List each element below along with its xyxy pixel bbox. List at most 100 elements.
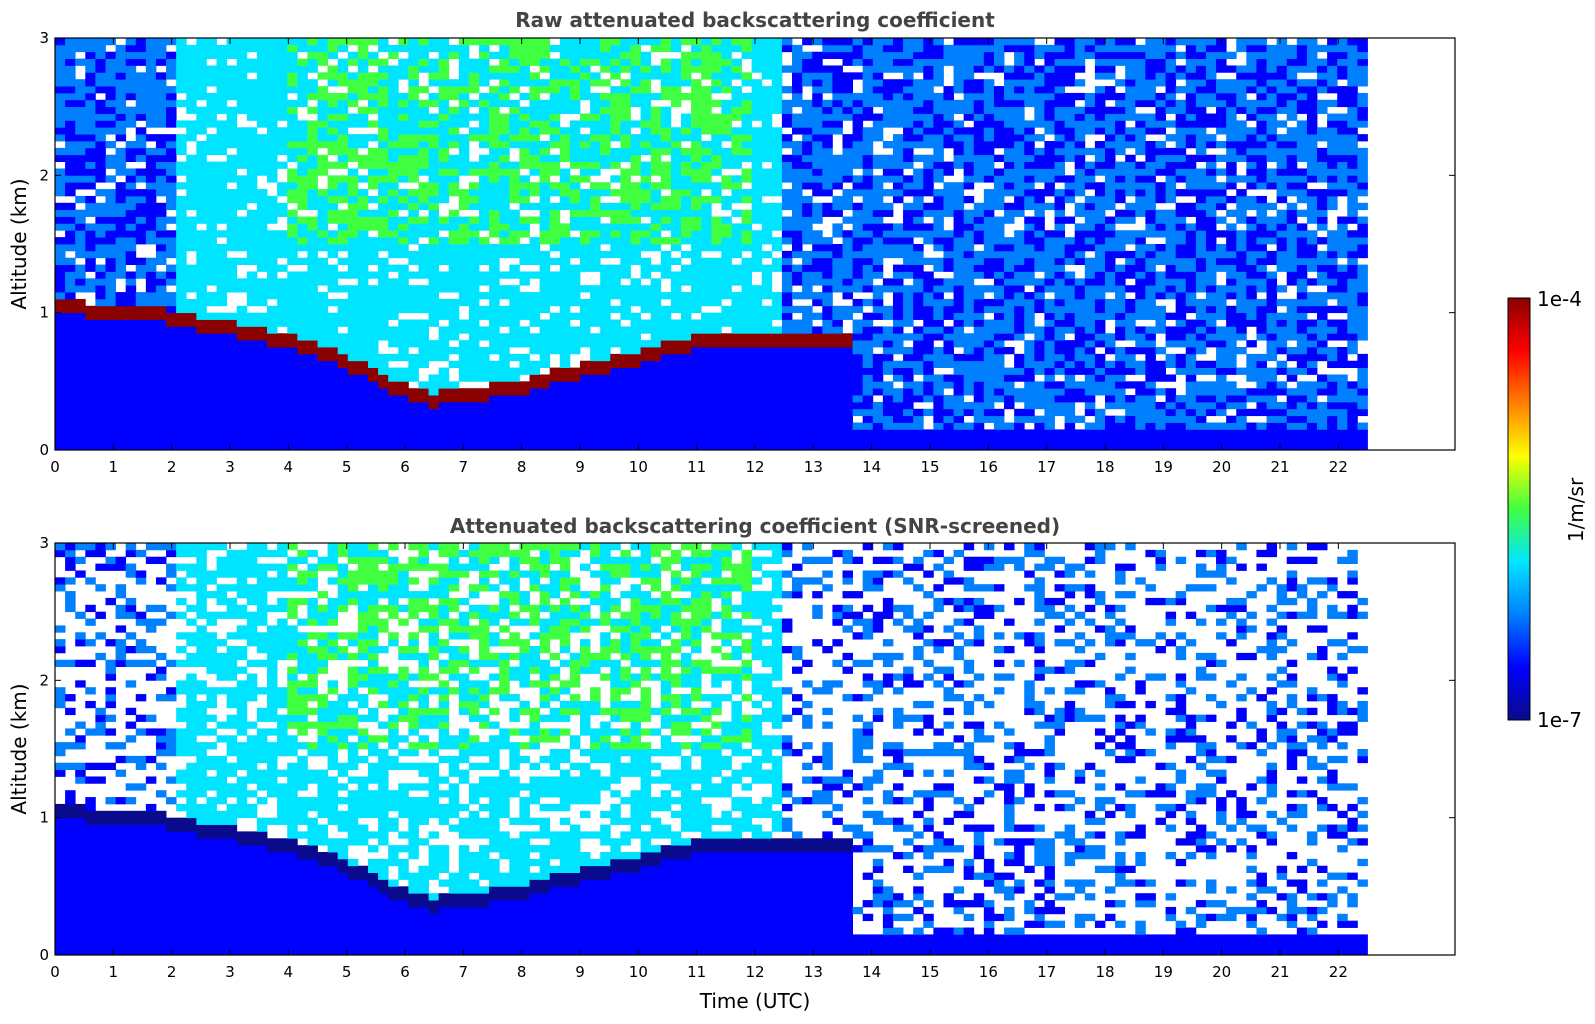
heatmap-cell bbox=[630, 250, 641, 259]
heatmap-cell bbox=[711, 79, 722, 87]
heatmap-cell bbox=[428, 202, 440, 211]
heatmap-cell bbox=[812, 182, 823, 190]
heatmap-cell bbox=[792, 230, 803, 238]
heatmap-cell bbox=[903, 58, 914, 66]
heatmap-cell bbox=[85, 134, 96, 142]
heatmap-cell bbox=[963, 340, 975, 348]
heatmap-cell bbox=[569, 340, 581, 348]
heatmap-cell bbox=[892, 326, 904, 334]
heatmap-cell bbox=[923, 92, 934, 101]
heatmap-cell bbox=[479, 237, 490, 245]
heatmap-cell bbox=[923, 353, 934, 362]
heatmap-cell bbox=[590, 38, 601, 46]
heatmap-cell bbox=[65, 360, 76, 368]
heatmap-cell bbox=[105, 388, 116, 396]
heatmap-cell bbox=[468, 202, 480, 211]
heatmap-cell bbox=[166, 271, 177, 279]
heatmap-cell bbox=[509, 230, 520, 238]
heatmap-cell bbox=[115, 415, 127, 423]
heatmap-cell bbox=[287, 285, 298, 293]
heatmap-cell bbox=[691, 202, 702, 211]
heatmap-cell bbox=[125, 333, 137, 341]
heatmap-cell bbox=[438, 72, 450, 80]
heatmap-cell bbox=[468, 72, 480, 80]
heatmap-cell bbox=[85, 86, 96, 94]
heatmap-cell bbox=[933, 175, 944, 183]
heatmap-cell bbox=[448, 422, 460, 430]
heatmap-cell bbox=[731, 113, 742, 121]
heatmap-cell bbox=[610, 278, 621, 286]
heatmap-cell bbox=[236, 333, 248, 341]
heatmap-cell bbox=[600, 189, 611, 197]
heatmap-cell bbox=[176, 58, 187, 66]
heatmap-cell bbox=[691, 58, 702, 66]
heatmap-cell bbox=[337, 92, 349, 101]
heatmap-cell bbox=[822, 189, 833, 197]
heatmap-cell bbox=[539, 395, 551, 403]
heatmap-cell bbox=[428, 429, 440, 437]
heatmap-cell bbox=[953, 223, 965, 231]
heatmap-cell bbox=[176, 415, 187, 423]
heatmap-cell bbox=[277, 189, 288, 197]
heatmap-cell bbox=[277, 58, 288, 66]
heatmap-cell bbox=[145, 134, 157, 142]
heatmap-cell bbox=[590, 395, 601, 403]
heatmap-cell bbox=[176, 429, 187, 437]
heatmap-cell bbox=[297, 367, 308, 375]
heatmap-cell bbox=[529, 38, 541, 46]
heatmap-cell bbox=[781, 395, 793, 403]
heatmap-cell bbox=[872, 353, 884, 362]
heatmap-cell bbox=[882, 86, 894, 94]
heatmap-cell bbox=[166, 189, 177, 197]
heatmap-cell bbox=[378, 223, 389, 231]
heatmap-cell bbox=[529, 360, 541, 368]
heatmap-cell bbox=[882, 223, 894, 231]
heatmap-cell bbox=[761, 141, 773, 149]
heatmap-cell bbox=[509, 436, 520, 444]
heatmap-cell bbox=[832, 429, 843, 437]
heatmap-cell bbox=[993, 202, 1005, 211]
heatmap-cell bbox=[489, 147, 500, 156]
heatmap-cell bbox=[327, 209, 339, 217]
heatmap-cell bbox=[428, 422, 440, 430]
heatmap-cell bbox=[267, 79, 278, 87]
heatmap-cell bbox=[701, 230, 712, 238]
heatmap-cell bbox=[256, 106, 268, 114]
heatmap-cell bbox=[741, 367, 753, 375]
heatmap-cell bbox=[993, 250, 1005, 259]
heatmap-cell bbox=[660, 367, 672, 375]
heatmap-cell bbox=[388, 312, 399, 320]
heatmap-cell bbox=[287, 408, 298, 417]
heatmap-cell bbox=[135, 168, 147, 176]
heatmap-cell bbox=[620, 381, 631, 389]
heatmap-cell bbox=[105, 360, 116, 368]
heatmap-cell bbox=[862, 401, 874, 410]
heatmap-cell bbox=[509, 353, 520, 362]
heatmap-cell bbox=[751, 285, 763, 293]
heatmap-cell bbox=[277, 278, 288, 286]
heatmap-cell bbox=[640, 443, 652, 450]
heatmap-cell bbox=[862, 250, 874, 259]
heatmap-cell bbox=[65, 216, 76, 224]
heatmap-cell bbox=[468, 38, 480, 46]
heatmap-cell bbox=[862, 278, 874, 286]
heatmap-cell bbox=[802, 250, 813, 259]
heatmap-cell bbox=[580, 319, 591, 327]
heatmap-cell bbox=[842, 189, 853, 197]
heatmap-cell bbox=[75, 271, 86, 279]
heatmap-cell bbox=[55, 127, 66, 135]
heatmap-cell bbox=[559, 271, 571, 279]
heatmap-cell bbox=[236, 182, 248, 190]
heatmap-cell bbox=[216, 367, 228, 375]
heatmap-cell bbox=[670, 92, 682, 101]
heatmap-cell bbox=[903, 250, 914, 259]
heatmap-cell bbox=[115, 264, 127, 272]
heatmap-cell bbox=[923, 319, 934, 327]
heatmap-cell bbox=[287, 120, 298, 128]
heatmap-cell bbox=[963, 92, 975, 101]
heatmap-cell bbox=[761, 38, 773, 46]
heatmap-cell bbox=[610, 285, 621, 293]
heatmap-cell bbox=[307, 298, 318, 307]
heatmap-cell bbox=[307, 312, 318, 320]
heatmap-cell bbox=[155, 38, 167, 46]
